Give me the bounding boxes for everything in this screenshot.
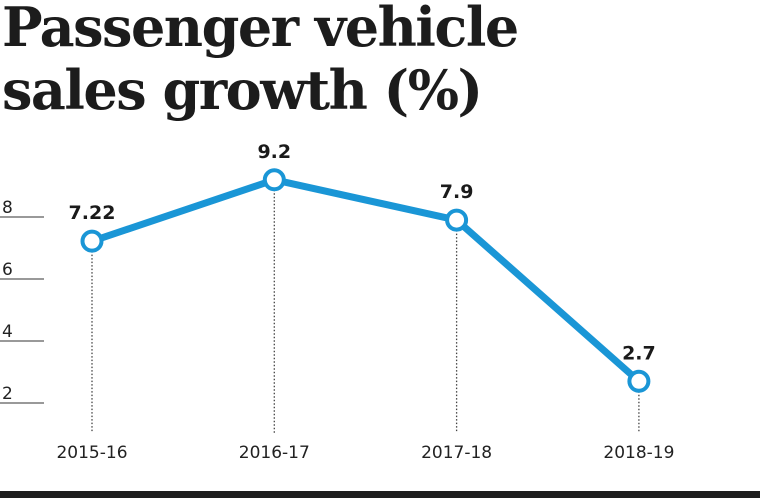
data-point-marker bbox=[262, 168, 286, 192]
data-point-marker bbox=[80, 229, 104, 253]
chart-title-line-1: Passenger vehicle bbox=[2, 0, 519, 59]
y-tick-label: 6 bbox=[2, 260, 13, 280]
y-tick-label: 4 bbox=[2, 322, 13, 342]
x-tick-label: 2015-16 bbox=[56, 443, 127, 463]
data-point-marker bbox=[445, 208, 469, 232]
x-tick-label: 2017-18 bbox=[421, 443, 492, 463]
drop-lines bbox=[91, 189, 640, 433]
data-markers bbox=[80, 168, 651, 393]
data-label: 9.2 bbox=[257, 141, 291, 163]
data-label: 2.7 bbox=[622, 342, 656, 364]
y-tick-label: 2 bbox=[2, 384, 13, 404]
chart-title: Passenger vehicle sales growth (%) bbox=[2, 0, 519, 122]
x-axis: 2015-16 2016-17 2017-18 2018-19 bbox=[56, 443, 674, 463]
data-point-marker bbox=[627, 369, 651, 393]
chart-title-line-2: sales growth (%) bbox=[2, 58, 483, 122]
y-axis: 2 4 6 8 bbox=[0, 198, 44, 404]
series-line bbox=[88, 176, 643, 385]
bottom-rule bbox=[0, 491, 760, 498]
data-labels: 7.22 9.2 7.9 2.7 bbox=[69, 141, 656, 364]
data-label: 7.9 bbox=[440, 181, 474, 203]
data-label: 7.22 bbox=[69, 202, 116, 224]
series-polyline bbox=[88, 176, 643, 385]
x-tick-label: 2016-17 bbox=[239, 443, 310, 463]
y-tick-label: 8 bbox=[2, 198, 13, 218]
x-tick-label: 2018-19 bbox=[603, 443, 674, 463]
